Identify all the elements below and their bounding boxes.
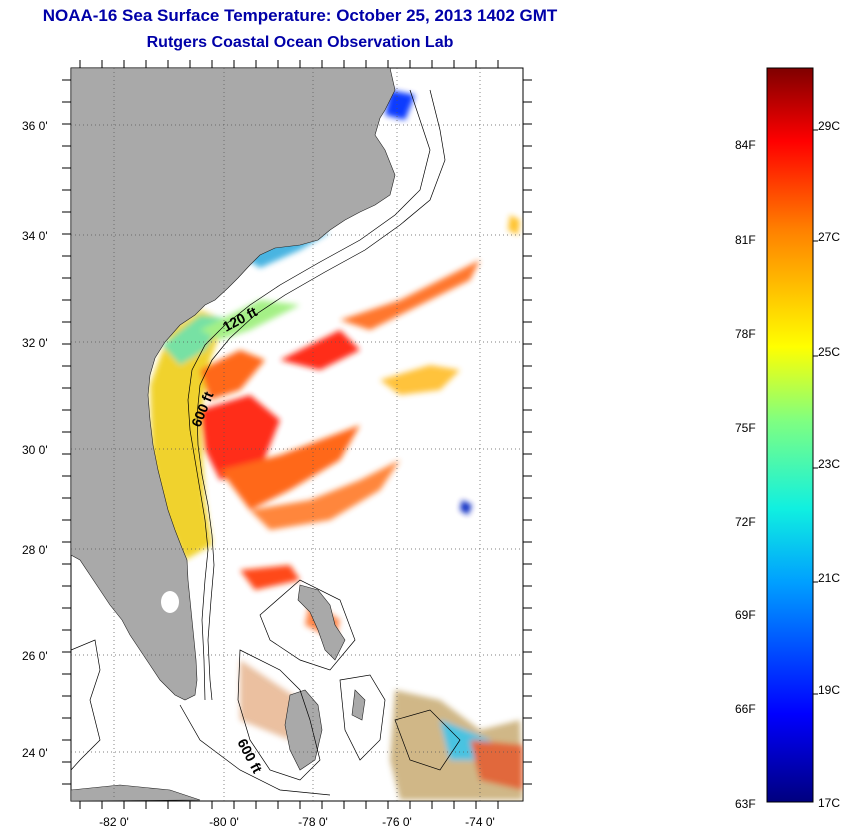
colorbar-c-label: 17C bbox=[818, 796, 840, 810]
colorbar-f-label: 81F bbox=[735, 233, 756, 247]
land-bahamas-andros bbox=[284, 689, 323, 771]
lat-label-32: 32 0' bbox=[22, 336, 48, 350]
lon-label-74: -74 0' bbox=[465, 815, 495, 829]
lat-label-24: 24 0' bbox=[22, 746, 48, 760]
lat-label-34: 34 0' bbox=[22, 229, 48, 243]
land-cuba bbox=[71, 784, 201, 801]
colorbar-f-label: 78F bbox=[735, 327, 756, 341]
map-subtitle: Rutgers Coastal Ocean Observation Lab bbox=[146, 34, 454, 51]
colorbar-f-label: 75F bbox=[735, 421, 756, 435]
colorbar bbox=[766, 67, 814, 803]
lat-label-36: 36 0' bbox=[22, 119, 48, 133]
colorbar-c-label: 27C bbox=[818, 230, 840, 244]
colorbar-f-label: 72F bbox=[735, 515, 756, 529]
lat-label-28: 28 0' bbox=[22, 543, 48, 557]
frame-ticks bbox=[62, 60, 532, 809]
isobath-contours bbox=[71, 89, 461, 796]
lon-label-76: -76 0' bbox=[382, 815, 412, 829]
colorbar-f-label: 66F bbox=[735, 702, 756, 716]
colorbar-f-label: 84F bbox=[735, 138, 756, 152]
lat-label-26: 26 0' bbox=[22, 649, 48, 663]
lat-label-30: 30 0' bbox=[22, 443, 48, 457]
lon-label-80: -80 0' bbox=[209, 815, 239, 829]
colorbar-c-label: 23C bbox=[818, 457, 840, 471]
colorbar-c-label: 25C bbox=[818, 345, 840, 359]
land-eleuthera bbox=[351, 689, 366, 721]
lon-label-78: -78 0' bbox=[298, 815, 328, 829]
map-title: NOAA-16 Sea Surface Temperature: October… bbox=[42, 6, 558, 25]
graticule bbox=[71, 68, 523, 801]
colorbar-f-label: 63F bbox=[735, 797, 756, 811]
land-bahamas-abaco bbox=[297, 584, 346, 661]
colorbar-c-label: 29C bbox=[818, 119, 840, 133]
colorbar-ticks bbox=[813, 129, 818, 695]
lon-label-82: -82 0' bbox=[99, 815, 129, 829]
colorbar-f-label: 69F bbox=[735, 608, 756, 622]
land-mass bbox=[71, 68, 396, 701]
colorbar-c-label: 19C bbox=[818, 683, 840, 697]
colorbar-c-label: 21C bbox=[818, 571, 840, 585]
lake-okeechobee bbox=[161, 591, 179, 613]
